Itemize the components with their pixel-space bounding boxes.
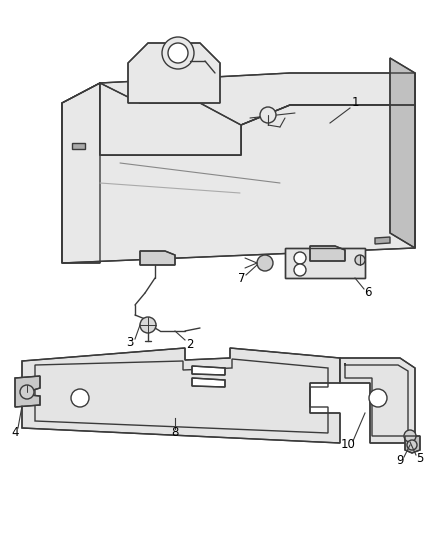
Text: 9: 9 [396, 455, 404, 467]
Text: 8: 8 [171, 426, 179, 440]
Polygon shape [340, 358, 415, 443]
Polygon shape [390, 58, 415, 248]
Circle shape [369, 389, 387, 407]
Polygon shape [285, 248, 365, 278]
Polygon shape [192, 366, 225, 375]
Circle shape [260, 107, 276, 123]
Text: 7: 7 [238, 271, 246, 285]
Text: 3: 3 [126, 336, 134, 350]
Polygon shape [128, 43, 220, 103]
Circle shape [404, 430, 416, 442]
Circle shape [294, 264, 306, 276]
Circle shape [71, 389, 89, 407]
Text: 1: 1 [351, 96, 359, 109]
Text: 5: 5 [416, 451, 424, 464]
Text: 6: 6 [364, 287, 372, 300]
Circle shape [407, 440, 417, 450]
Polygon shape [62, 83, 100, 263]
Circle shape [168, 43, 188, 63]
Circle shape [355, 255, 365, 265]
Polygon shape [140, 251, 175, 265]
Text: 4: 4 [11, 426, 19, 440]
Polygon shape [72, 143, 85, 149]
Text: 2: 2 [186, 338, 194, 351]
Polygon shape [62, 83, 415, 263]
Polygon shape [375, 237, 390, 244]
Polygon shape [310, 246, 345, 261]
Polygon shape [22, 348, 340, 443]
Circle shape [294, 252, 306, 264]
Circle shape [257, 255, 273, 271]
Polygon shape [15, 376, 40, 407]
Circle shape [20, 385, 34, 399]
Polygon shape [405, 436, 420, 453]
Circle shape [162, 37, 194, 69]
Circle shape [140, 317, 156, 333]
Polygon shape [100, 73, 415, 155]
Polygon shape [100, 83, 241, 155]
Text: 10: 10 [341, 439, 356, 451]
Polygon shape [192, 378, 225, 387]
